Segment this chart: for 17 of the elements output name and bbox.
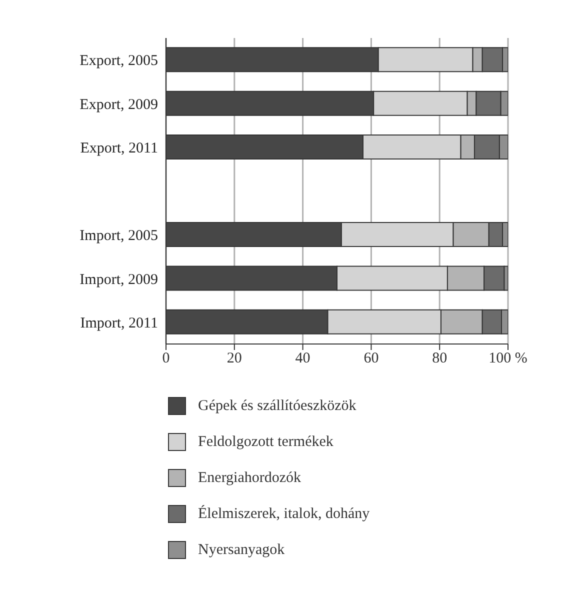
x-tick-label: 40 (295, 350, 310, 367)
x-tick-label: 100 % (488, 350, 528, 367)
y-tick-label: Export, 2005 (80, 53, 158, 70)
y-tick-label: Export, 2009 (80, 96, 158, 113)
y-tick-label: Export, 2011 (80, 140, 158, 157)
legend-label: Nyersanyagok (198, 542, 285, 558)
x-tick-label: 60 (364, 350, 379, 367)
y-tick-label: Import, 2009 (80, 272, 158, 288)
x-tick-label: 0 (162, 350, 170, 367)
legend-label: Gépek és szállítóeszközök (198, 398, 356, 414)
legend-label: Energiahordozók (198, 470, 302, 486)
legend-label: Feldolgozott termékek (198, 434, 334, 450)
y-tick-label: Import, 2011 (80, 315, 158, 332)
x-tick-label: 80 (432, 350, 448, 367)
x-tick-label: 20 (226, 350, 242, 367)
legend-label: Élelmiszerek, italok, dohány (198, 506, 370, 522)
y-tick-label: Import, 2005 (80, 228, 158, 244)
